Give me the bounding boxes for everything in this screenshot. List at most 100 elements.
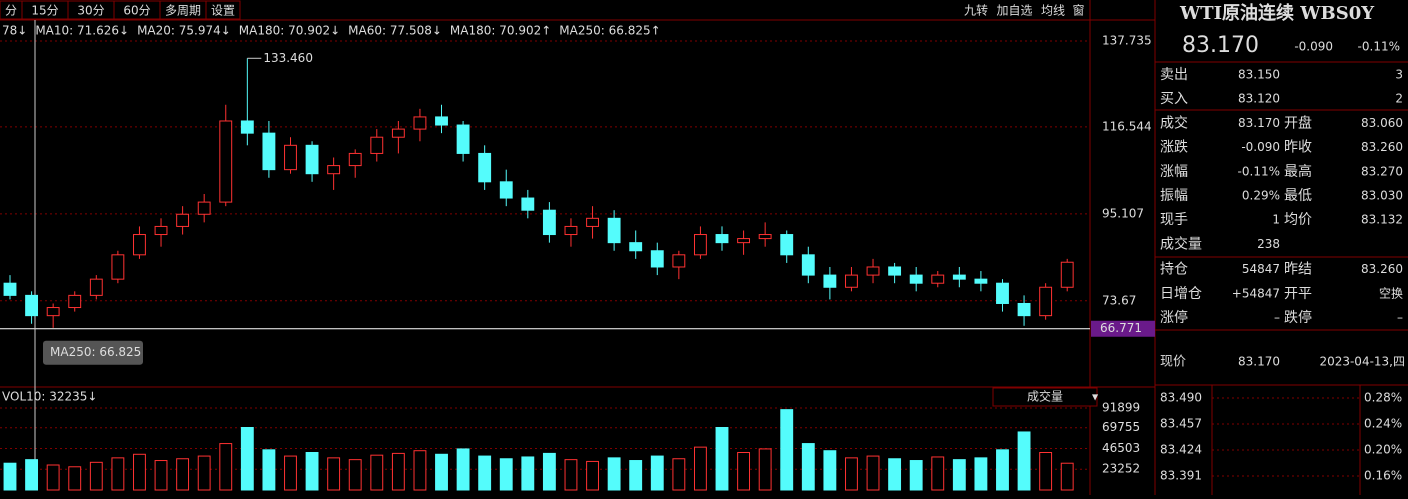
ma-legend: MA180: 70.902↓	[239, 24, 340, 38]
volume-bar	[888, 458, 902, 491]
volume-bar	[413, 450, 427, 491]
candle-body	[672, 254, 686, 268]
candle-body	[176, 213, 190, 227]
volume-bar	[672, 458, 686, 491]
tool-button[interactable]: 均线	[1041, 4, 1065, 18]
candle-body	[46, 307, 60, 317]
volume-bar	[25, 459, 39, 491]
row-value: 83.260	[1361, 262, 1403, 276]
volume-menu-label[interactable]: 成交量	[1027, 389, 1063, 404]
tab-label[interactable]: 15分	[31, 4, 58, 18]
row-value: 1	[1272, 213, 1280, 227]
mini-right-label: 0.24%	[1364, 417, 1402, 431]
row-label: 昨收	[1284, 140, 1312, 156]
candle-body	[521, 197, 535, 211]
row-label: 成交	[1160, 114, 1188, 131]
volume-bar	[952, 459, 966, 491]
volume-bar	[974, 457, 988, 491]
volume-bar	[197, 455, 211, 491]
candle-body	[305, 144, 319, 175]
mini-left-label: 83.424	[1160, 443, 1202, 457]
row-value: 0.29%	[1242, 189, 1280, 203]
candle-body	[284, 144, 297, 171]
volume-bar	[176, 458, 190, 491]
now-price: 83.170	[1238, 355, 1280, 369]
candle-body	[586, 217, 599, 227]
row-label: 涨停	[1160, 309, 1188, 326]
candle-body	[1039, 286, 1053, 317]
volume-bar	[435, 453, 448, 491]
volume-bar	[456, 448, 470, 491]
candle-body	[111, 254, 125, 280]
tab-label[interactable]: 30分	[77, 4, 104, 18]
row-value: –	[1274, 311, 1280, 325]
volume-bar	[478, 455, 492, 491]
candle-body	[391, 128, 405, 138]
volume-bar	[1039, 452, 1053, 491]
volume-bar	[629, 460, 643, 491]
volume-bar	[996, 449, 1009, 491]
volume-bar	[521, 456, 535, 491]
volume-bar	[305, 452, 319, 491]
volume-bar	[564, 459, 578, 491]
mini-left-label: 83.490	[1160, 391, 1202, 405]
row-label: 涨幅	[1160, 164, 1188, 180]
y-tick-label: 95.107	[1102, 206, 1144, 220]
row-label: 均价	[1284, 212, 1312, 228]
row-value: 83.060	[1361, 116, 1403, 130]
candle-body	[327, 165, 341, 175]
candle-body	[3, 282, 17, 296]
volume-bar	[931, 456, 945, 491]
tool-button[interactable]: 九转	[964, 3, 988, 18]
tool-button[interactable]: 加自选	[996, 4, 1032, 18]
candle-body	[1017, 302, 1031, 317]
candle-body	[154, 225, 168, 236]
volume-bar	[262, 449, 276, 491]
candle-body	[996, 282, 1009, 304]
volume-bar	[586, 460, 599, 491]
tab-label[interactable]: 多周期	[165, 4, 201, 18]
volume-bar	[133, 453, 146, 491]
tab-label[interactable]: 分	[5, 4, 17, 18]
volume-bar	[46, 464, 60, 491]
volume-bar	[1017, 431, 1031, 491]
volume-bar	[693, 446, 707, 491]
row-value: 83.150	[1238, 68, 1280, 82]
v-tick-label: 69755	[1102, 420, 1140, 434]
mini-right-label: 0.28%	[1364, 391, 1402, 405]
row-label: 持仓	[1160, 262, 1188, 278]
volume-bar	[68, 466, 82, 491]
row-value: 54847	[1242, 262, 1280, 276]
candle-body	[823, 274, 837, 288]
volume-bar	[327, 457, 341, 491]
volume-bar	[823, 450, 837, 491]
volume-bar	[542, 452, 556, 491]
candle-body	[780, 234, 794, 256]
candle-body	[888, 266, 902, 276]
row-value: +54847	[1232, 286, 1280, 300]
tab[interactable]	[205, 0, 241, 20]
ma-legend: MA250: 66.825↑	[559, 24, 660, 38]
now-label: 现价	[1160, 355, 1186, 370]
quote-title: WTI原油连续 WBS0Y	[1179, 2, 1375, 24]
volume-bar	[866, 455, 880, 491]
tab-label[interactable]: 60分	[123, 4, 150, 18]
volume-menu[interactable]	[992, 387, 1098, 407]
row-value: -0.11%	[1238, 164, 1280, 178]
candle-body	[89, 278, 103, 296]
row-label: 买入	[1160, 91, 1188, 107]
tool-button[interactable]: 窗	[1072, 4, 1084, 18]
row-value: 空换	[1379, 286, 1403, 300]
ma-legend: MA20: 75.974↓	[137, 24, 231, 38]
candle-body	[715, 234, 729, 244]
candle-body	[219, 120, 233, 203]
volume-bar	[715, 427, 729, 491]
tab-label[interactable]: 设置	[211, 4, 235, 18]
candle-body	[693, 234, 707, 256]
candle-body	[348, 152, 362, 167]
v-tick-label: 23252	[1102, 462, 1140, 476]
candle-body	[240, 120, 254, 134]
volume-bar	[240, 427, 254, 491]
volume-bar	[154, 460, 168, 491]
row-label: 振幅	[1160, 188, 1188, 204]
